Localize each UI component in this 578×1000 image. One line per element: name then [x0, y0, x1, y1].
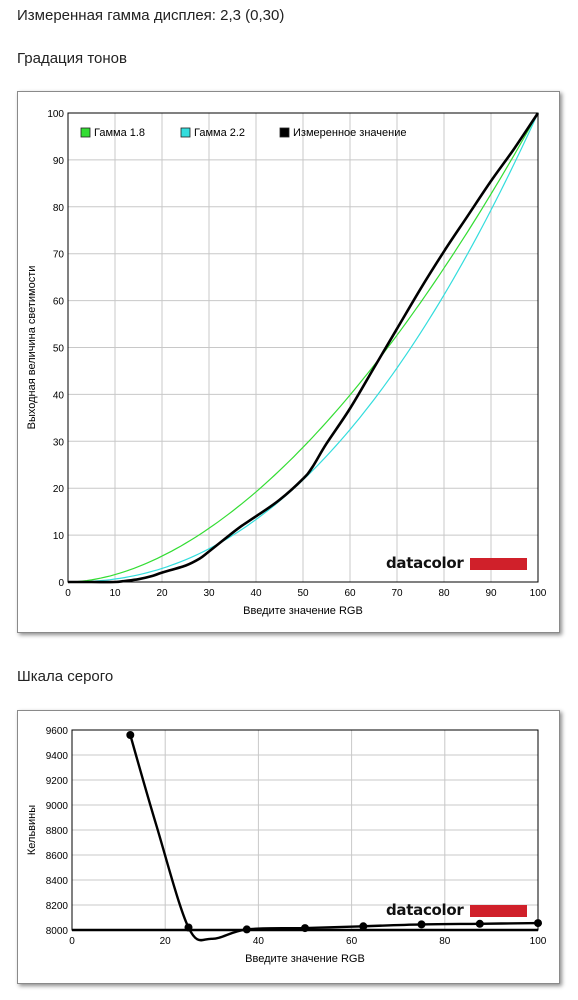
measured-gamma-text: Измеренная гамма дисплея: 2,3 (0,30) [17, 7, 285, 24]
y-tick-label: 80 [53, 203, 65, 214]
y-tick-label: 90 [53, 156, 65, 167]
legend-label: Измеренное значение [293, 127, 407, 139]
x-axis-title: Введите значение RGB [245, 953, 365, 965]
legend-label: Гамма 2.2 [194, 127, 245, 139]
y-tick-label: 30 [53, 437, 65, 448]
y-tick-label: 8000 [46, 926, 69, 937]
y-tick-label: 8400 [46, 876, 69, 887]
x-tick-label: 60 [344, 588, 356, 599]
datacolor-logo-bar [470, 905, 527, 917]
series-line-measured [68, 112, 540, 584]
y-tick-label: 100 [47, 109, 64, 120]
tone-gradation-title: Градация тонов [17, 50, 127, 67]
y-tick-label: 9600 [46, 726, 69, 737]
x-tick-label: 50 [297, 588, 309, 599]
x-tick-label: 100 [530, 936, 547, 947]
x-tick-label: 80 [438, 588, 450, 599]
x-tick-label: 0 [65, 588, 71, 599]
grayscale-title: Шкала серого [17, 668, 114, 685]
x-tick-label: 20 [156, 588, 168, 599]
y-tick-label: 9400 [46, 751, 69, 762]
data-point [301, 924, 309, 933]
y-tick-label: 9200 [46, 776, 69, 787]
data-point [126, 731, 135, 739]
y-tick-label: 20 [53, 484, 65, 495]
data-point [417, 920, 426, 929]
y-tick-label: 60 [53, 297, 65, 308]
series-line-kelvin [129, 734, 539, 942]
plot-border [67, 112, 539, 583]
legend-item: Измеренное значение [279, 127, 407, 139]
x-tick-label: 40 [253, 936, 265, 947]
x-tick-label: 60 [346, 936, 358, 947]
x-axis-title: Введите значение RGB [243, 605, 363, 617]
legend-swatch [180, 127, 191, 138]
y-tick-label: 50 [53, 344, 65, 355]
y-tick-label: 70 [53, 250, 65, 261]
tone-gradation-svg: 0 10 20 30 40 50 60 70 80 90 100 0 10 20 30 40 50 60 70 80 9… [26, 109, 547, 617]
datacolor-logo-bar [470, 558, 527, 570]
x-tick-label: 30 [203, 588, 215, 599]
data-point [184, 923, 193, 932]
y-tick-label: 8600 [46, 851, 69, 862]
x-tick-label: 20 [160, 936, 172, 947]
y-tick-label: 40 [53, 390, 65, 401]
datacolor-logo-text: datacolor [386, 554, 464, 572]
y-tick-label: 9000 [46, 801, 69, 812]
y-axis-title: Выходная величина светимости [26, 266, 38, 430]
series-line-gamma-1 [67, 112, 539, 583]
x-tick-label: 80 [439, 936, 451, 947]
grayscale-svg: 0 20 40 60 80 100 8000 8200 8400 8600 8800 9000 9200… [26, 726, 547, 965]
legend-swatch [80, 127, 91, 138]
legend-swatch [279, 127, 290, 138]
x-tick-label: 70 [391, 588, 403, 599]
legend-label: Гамма 1.8 [94, 127, 145, 139]
x-tick-label: 100 [530, 588, 547, 599]
y-axis-title: Кельвины [26, 805, 38, 855]
y-tick-label: 8200 [46, 901, 69, 912]
legend-item: Гамма 1.8 [80, 127, 145, 139]
data-point [475, 919, 484, 928]
y-tick-label: 8800 [46, 826, 69, 837]
x-tick-label: 10 [109, 588, 121, 599]
data-point [359, 922, 368, 931]
data-point [242, 925, 251, 934]
x-tick-label: 40 [250, 588, 262, 599]
data-point [534, 919, 542, 928]
y-tick-label: 10 [53, 531, 65, 542]
x-tick-label: 0 [69, 936, 75, 947]
y-tick-label: 0 [58, 578, 64, 589]
datacolor-logo: datacolor [386, 554, 527, 572]
grayscale-chart: 0 20 40 60 80 100 8000 8200 8400 8600 8800 9000 9200… [17, 710, 560, 984]
legend-item: Гамма 2.2 [180, 127, 245, 139]
x-tick-label: 90 [485, 588, 497, 599]
datacolor-logo-text: datacolor [386, 901, 464, 919]
datacolor-logo: datacolor [386, 901, 527, 919]
tone-gradation-chart: 0 10 20 30 40 50 60 70 80 90 100 0 10 20 30 40 50 60 70 80 9… [17, 91, 560, 633]
